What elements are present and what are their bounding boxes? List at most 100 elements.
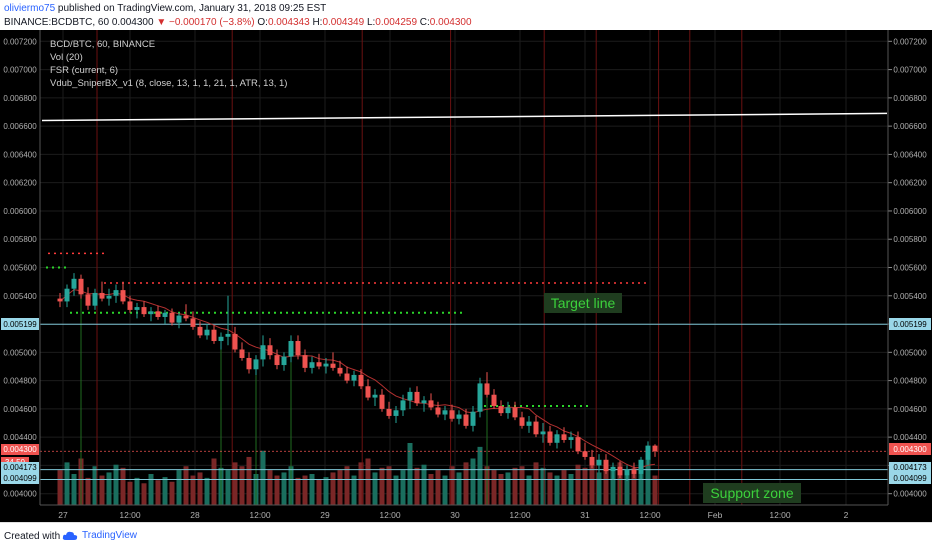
volume-bar xyxy=(456,472,462,505)
volume-bar xyxy=(71,474,77,505)
volume-bar xyxy=(547,472,553,505)
volume-bar xyxy=(533,462,539,505)
volume-bar xyxy=(603,470,609,505)
candle-body xyxy=(449,410,455,419)
candle-body xyxy=(176,315,182,323)
candle-body xyxy=(547,431,553,443)
volume-bar xyxy=(561,470,567,505)
y-tick-label-left: 0.007000 xyxy=(3,66,37,75)
candle-body xyxy=(372,394,378,398)
candle-body xyxy=(127,301,133,310)
volume-bar xyxy=(554,475,560,505)
volume-bar xyxy=(344,466,350,505)
volume-bar xyxy=(204,477,210,505)
volume-bar xyxy=(407,443,413,505)
candle-body xyxy=(351,374,357,381)
volume-bar xyxy=(197,472,203,505)
volume-bar xyxy=(428,474,434,505)
volume-bar xyxy=(120,467,126,505)
volume-bar xyxy=(295,477,301,505)
publish-line: oliviermo75 published on TradingView.com… xyxy=(4,3,326,14)
y-tick-label-left: 0.004400 xyxy=(3,433,37,442)
candle-body xyxy=(414,391,420,404)
candle-body xyxy=(435,407,441,415)
volume-bar xyxy=(631,467,637,505)
volume-bar xyxy=(498,474,504,505)
volume-bar xyxy=(134,477,140,505)
candle-body xyxy=(253,359,259,370)
volume-bar xyxy=(99,475,105,505)
volume-bar xyxy=(610,467,616,505)
y-tick-label-left: 0.005000 xyxy=(3,348,37,357)
right-last-tag-bg xyxy=(889,443,931,455)
candle-body xyxy=(379,394,385,409)
candle-body xyxy=(428,400,434,408)
low-value: 0.004259 xyxy=(375,17,418,28)
volume-bar xyxy=(239,466,245,505)
published-text: published on TradingView.com, January 31… xyxy=(57,3,327,14)
y-tick-label-left: 0.004800 xyxy=(3,377,37,386)
candle-body xyxy=(148,311,154,315)
candle-body xyxy=(442,410,448,415)
candle-body xyxy=(575,437,581,452)
candle-body xyxy=(183,315,189,319)
volume-bar xyxy=(92,466,98,505)
y-tick-label-left: 0.004000 xyxy=(3,490,37,499)
y-tick-label-left: 0.006600 xyxy=(3,122,37,131)
candle-body xyxy=(617,466,623,476)
candle-body xyxy=(589,456,595,466)
price-chart[interactable]: 0.007200 0.007200 0.007000 0.007000 0.006800… xyxy=(0,30,932,522)
y-tick-label-right: 0.004600 xyxy=(893,405,927,414)
y-tick-label-left: 0.005600 xyxy=(3,264,37,273)
volume-bar xyxy=(351,475,357,505)
candle-body xyxy=(582,451,588,457)
candle-body xyxy=(85,294,91,306)
tradingview-logo[interactable]: TradingView xyxy=(62,530,137,541)
volume-bar xyxy=(652,475,658,505)
y-tick-label-right: 0.005400 xyxy=(893,292,927,301)
volume-bar xyxy=(372,472,378,505)
close-value: 0.004300 xyxy=(429,17,472,28)
target-annotation-box xyxy=(544,293,622,313)
volume-bar xyxy=(183,466,189,505)
volume-bar xyxy=(337,470,343,505)
candle-body xyxy=(120,290,126,302)
x-tick-label: 31 xyxy=(580,510,590,520)
volume-bar xyxy=(582,467,588,505)
author-link[interactable]: oliviermo75 xyxy=(4,3,56,14)
volume-bar xyxy=(85,477,91,505)
left-support-a-bg xyxy=(1,462,39,473)
y-tick-label-right: 0.006400 xyxy=(893,150,927,159)
y-tick-label-right: 0.005800 xyxy=(893,235,927,244)
x-tick-label: 27 xyxy=(58,510,68,520)
low-label: L: xyxy=(366,17,376,28)
y-tick-label-right: 0.007000 xyxy=(893,66,927,75)
candle-body xyxy=(190,318,196,327)
volume-bar xyxy=(302,475,308,505)
right-support-a-bg xyxy=(889,462,931,473)
left-support-b-bg xyxy=(1,473,39,484)
candle-body xyxy=(197,326,203,336)
right-cursor-tag: 0.005199 xyxy=(893,320,927,329)
legend-sniper: Vdub_SniperBX_v1 (8, close, 13, 1, 1, 21… xyxy=(50,78,287,89)
candle-body xyxy=(78,278,84,295)
volume-bar xyxy=(274,475,280,505)
candle-body xyxy=(358,374,364,387)
candle-body xyxy=(134,307,140,310)
volume-bar xyxy=(491,470,497,505)
volume-bar xyxy=(421,464,427,505)
volume-bar xyxy=(358,462,364,505)
x-tick-label: 12:00 xyxy=(249,510,271,520)
candle-body xyxy=(645,445,651,460)
candle-body xyxy=(155,311,161,317)
volume-bar xyxy=(442,475,448,505)
candle-body xyxy=(400,400,406,411)
x-tick-label: 12:00 xyxy=(769,510,791,520)
x-tick-label: 29 xyxy=(320,510,330,520)
legend-symbol: BCD/BTC, 60, BINANCE xyxy=(50,39,155,50)
y-tick-label-right: 0.006600 xyxy=(893,122,927,131)
open-label: O: xyxy=(257,17,268,28)
volume-bar xyxy=(246,456,252,505)
right-cursor-tag-bg xyxy=(889,318,931,330)
x-tick-label: 30 xyxy=(450,510,460,520)
